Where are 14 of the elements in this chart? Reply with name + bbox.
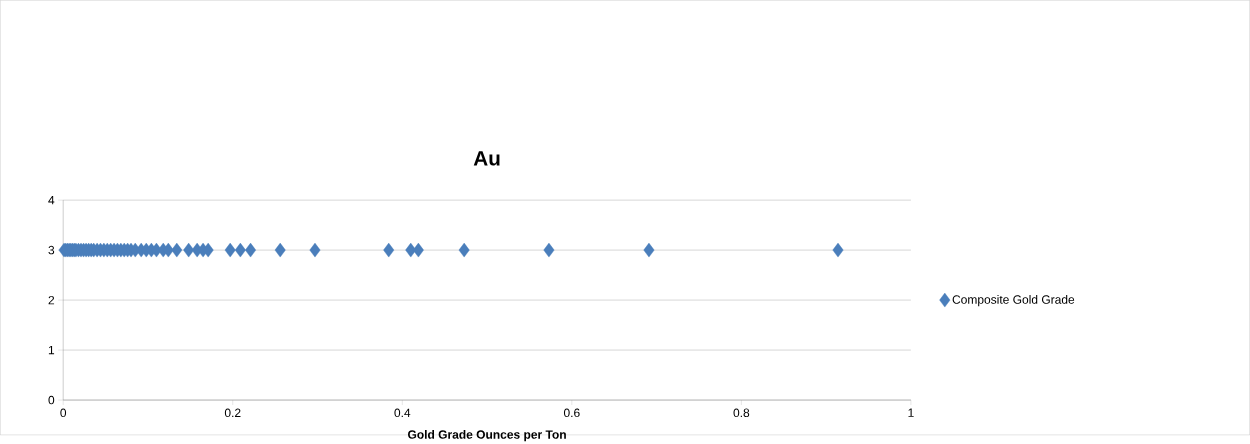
y-tick-label: 4 — [48, 195, 55, 205]
chart-title: Au — [473, 150, 500, 166]
x-tick-label: 0.6 — [563, 408, 580, 417]
x-axis-title: Gold Grade Ounces per Ton — [408, 429, 566, 441]
x-tick-label: 0.8 — [733, 408, 750, 417]
x-tick-label: 1 — [908, 408, 914, 417]
y-tick-label: 0 — [48, 395, 55, 405]
x-tick-label: 0.4 — [394, 408, 411, 417]
y-tick-label: 3 — [48, 245, 55, 255]
y-tick-label: 2 — [48, 295, 55, 305]
x-tick-label: 0.2 — [224, 408, 241, 417]
legend-label: Composite Gold Grade — [952, 294, 1075, 306]
y-tick-label: 1 — [48, 345, 55, 354]
x-tick-label: 0 — [60, 408, 67, 417]
